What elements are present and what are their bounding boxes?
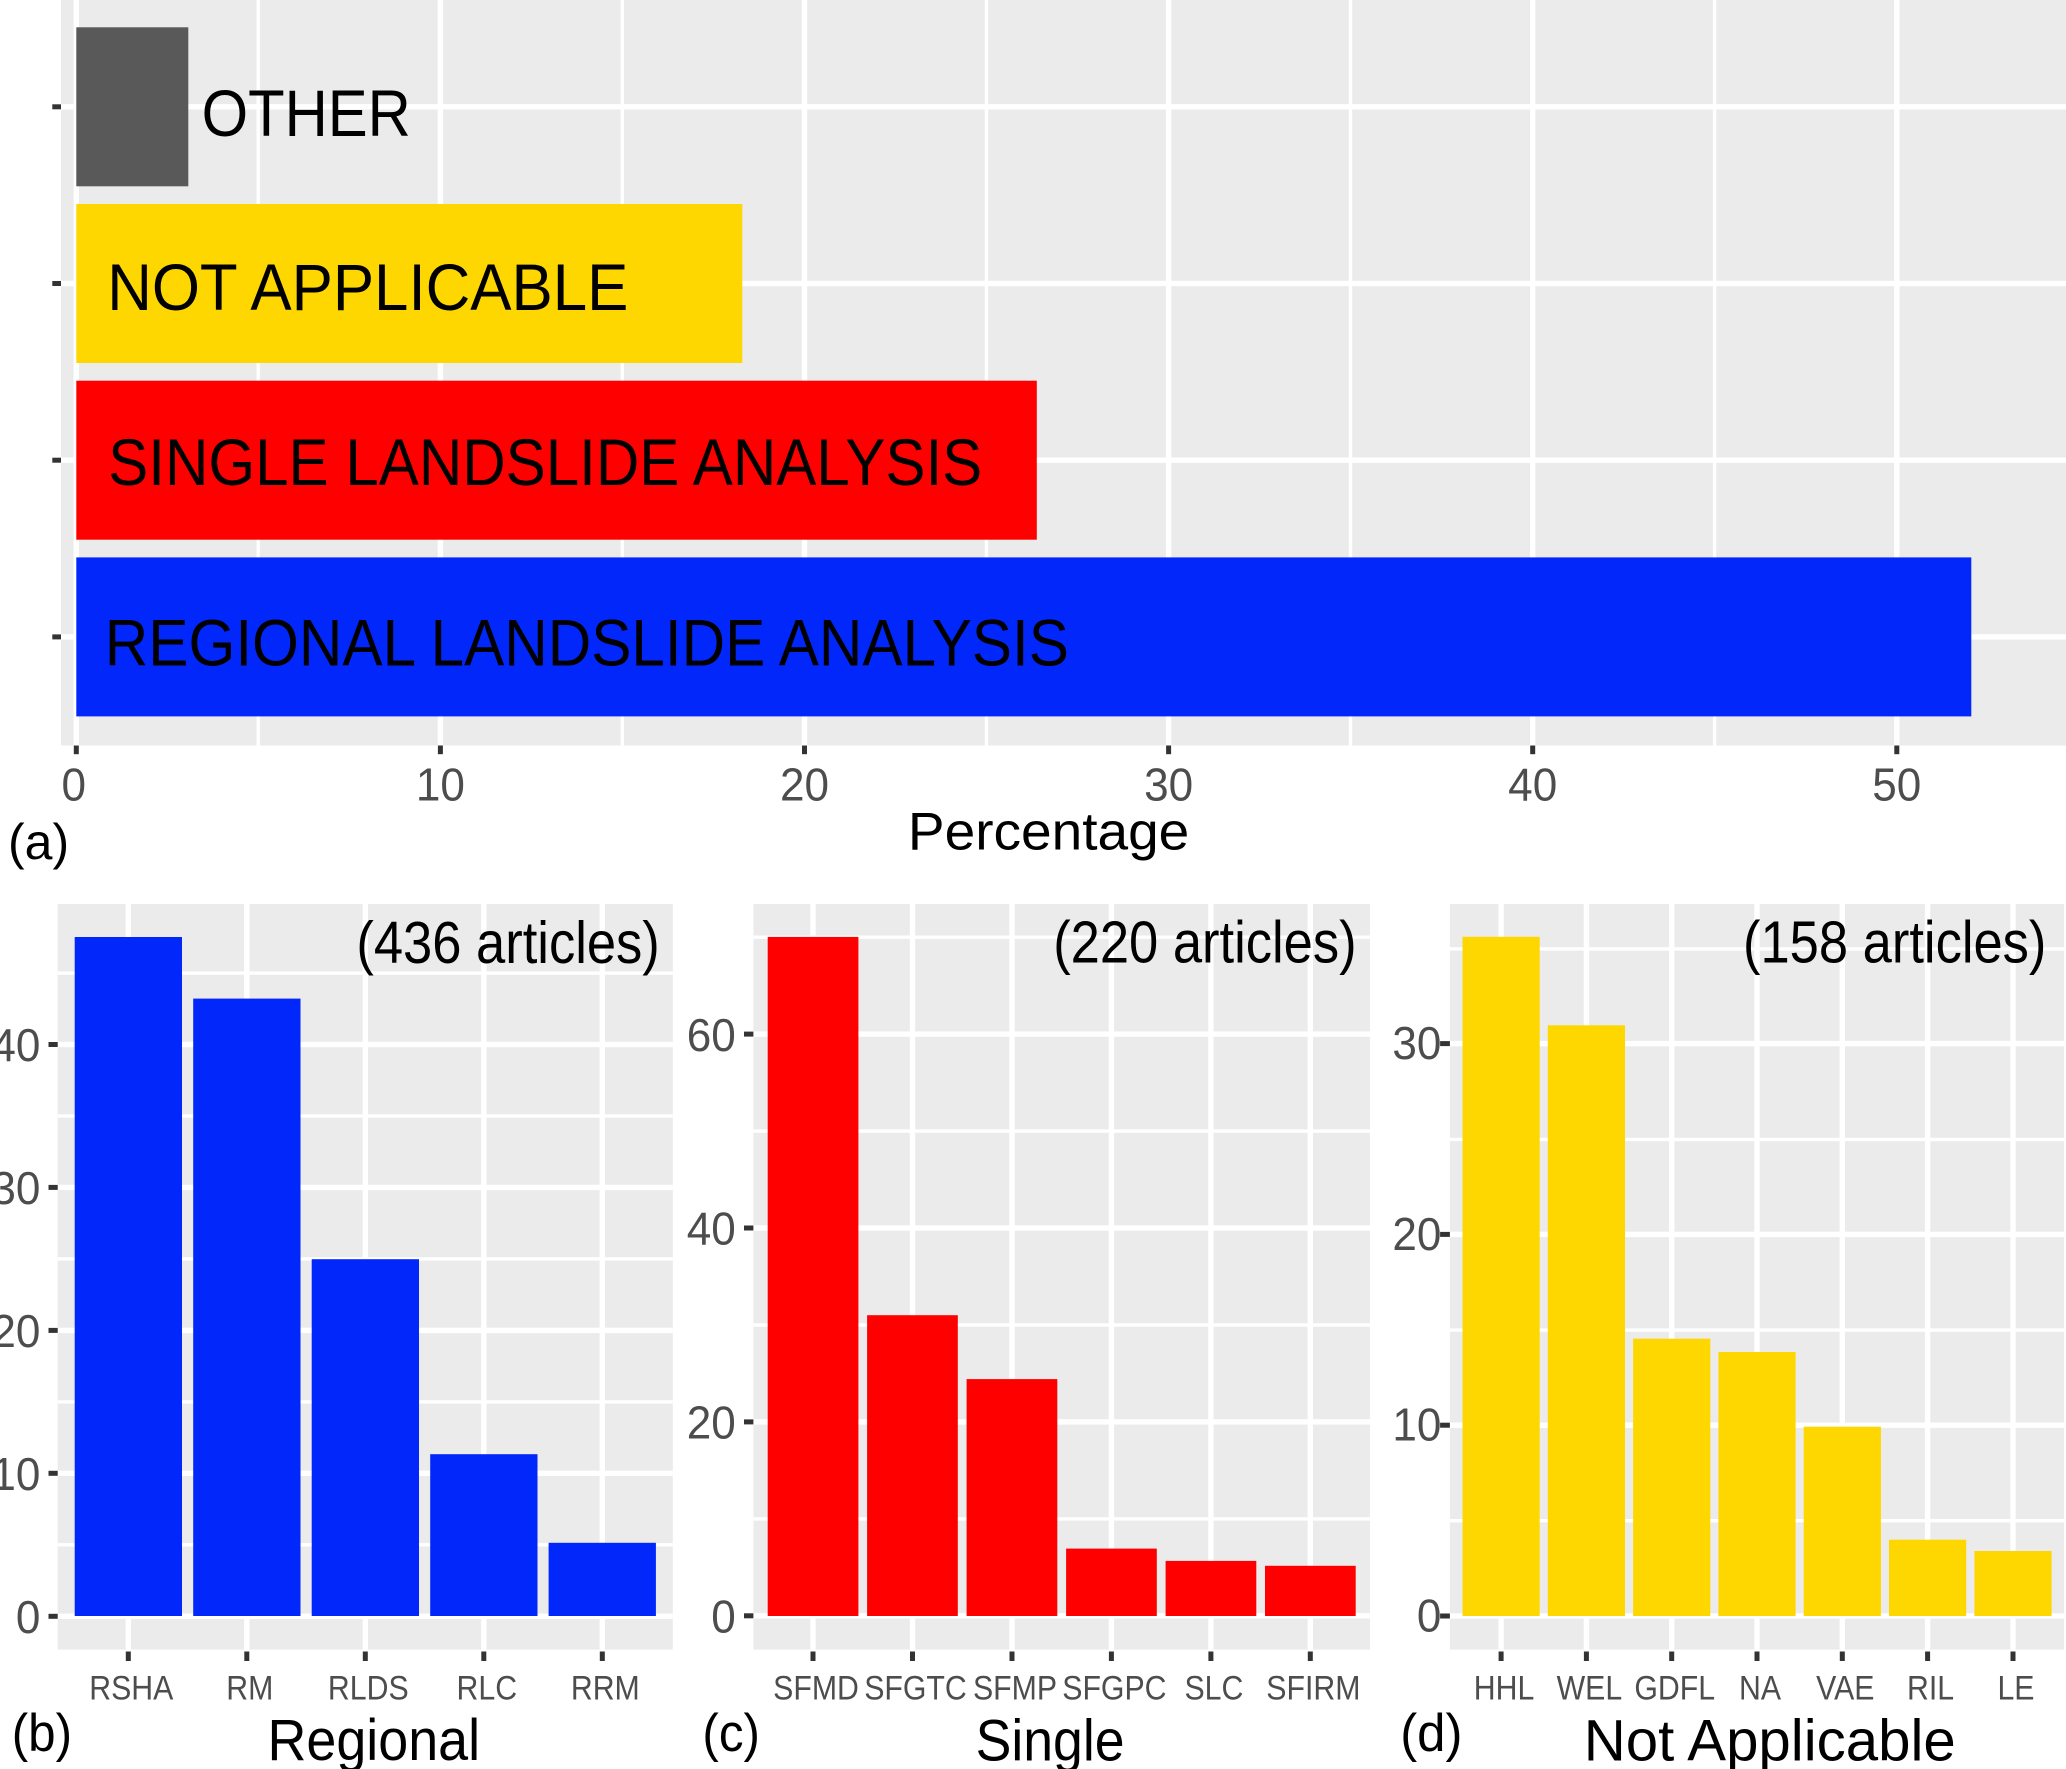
svg-text:(158 articles): (158 articles): [1743, 909, 2046, 976]
svg-text:(436 articles): (436 articles): [356, 909, 659, 976]
svg-text:SFMP: SFMP: [973, 1669, 1057, 1707]
svg-text:REGIONAL LANDSLIDE ANALYSIS: REGIONAL LANDSLIDE ANALYSIS: [105, 607, 1069, 680]
svg-text:VAE: VAE: [1816, 1669, 1874, 1707]
svg-text:40: 40: [0, 1019, 40, 1071]
svg-text:(220 articles): (220 articles): [1053, 909, 1356, 976]
svg-text:(a): (a): [8, 814, 69, 870]
svg-text:0: 0: [1417, 1589, 1442, 1641]
svg-text:NOT APPLICABLE: NOT APPLICABLE: [107, 250, 628, 324]
svg-text:RRM: RRM: [571, 1669, 640, 1707]
svg-text:Not Applicable: Not Applicable: [1584, 1708, 1956, 1769]
svg-text:Single: Single: [976, 1707, 1125, 1769]
svg-text:0: 0: [62, 758, 87, 810]
svg-text:(b): (b): [12, 1703, 72, 1762]
svg-text:20: 20: [0, 1305, 40, 1357]
svg-text:Percentage: Percentage: [908, 802, 1189, 861]
svg-text:10: 10: [0, 1448, 40, 1500]
svg-text:Regional: Regional: [268, 1707, 481, 1769]
svg-text:30: 30: [1392, 1017, 1441, 1069]
svg-text:(d): (d): [1400, 1703, 1462, 1762]
svg-text:SFIRM: SFIRM: [1266, 1669, 1360, 1707]
svg-text:30: 30: [0, 1162, 40, 1214]
svg-text:HHL: HHL: [1474, 1669, 1535, 1707]
svg-text:0: 0: [711, 1590, 736, 1642]
svg-text:RSHA: RSHA: [89, 1669, 173, 1707]
svg-text:RM: RM: [226, 1669, 273, 1707]
svg-text:30: 30: [1144, 758, 1193, 810]
svg-text:OTHER: OTHER: [202, 77, 411, 150]
svg-text:SINGLE LANDSLIDE ANALYSIS: SINGLE LANDSLIDE ANALYSIS: [108, 426, 982, 499]
svg-text:SFGTC: SFGTC: [864, 1669, 967, 1707]
svg-text:10: 10: [416, 758, 465, 810]
svg-text:10: 10: [1392, 1399, 1441, 1451]
svg-text:RLC: RLC: [457, 1669, 518, 1707]
svg-text:20: 20: [1392, 1208, 1441, 1260]
svg-text:50: 50: [1872, 758, 1921, 810]
svg-text:GDFL: GDFL: [1634, 1669, 1715, 1707]
svg-text:60: 60: [687, 1009, 736, 1061]
svg-text:LE: LE: [1997, 1669, 2034, 1707]
svg-text:20: 20: [687, 1397, 736, 1449]
svg-text:20: 20: [780, 758, 829, 810]
svg-text:40: 40: [1508, 758, 1557, 810]
svg-text:WEL: WEL: [1557, 1669, 1623, 1707]
svg-text:SFGPC: SFGPC: [1062, 1669, 1166, 1707]
svg-text:NA: NA: [1739, 1669, 1781, 1707]
svg-text:40: 40: [687, 1203, 736, 1255]
svg-text:SLC: SLC: [1184, 1669, 1243, 1707]
svg-text:(c): (c): [702, 1703, 760, 1762]
svg-text:RLDS: RLDS: [328, 1669, 409, 1707]
svg-text:0: 0: [16, 1591, 41, 1643]
svg-text:RIL: RIL: [1907, 1669, 1954, 1707]
svg-text:SFMD: SFMD: [773, 1669, 859, 1707]
